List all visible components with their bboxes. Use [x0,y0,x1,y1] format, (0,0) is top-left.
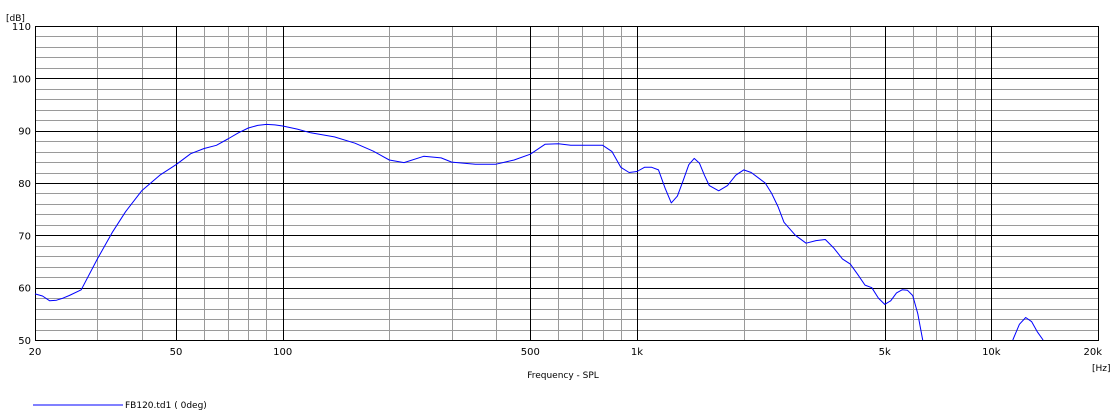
y-tick-label: 80 [18,179,31,190]
y-tick-label: 90 [18,127,31,138]
y-tick-label: 50 [18,336,31,347]
legend-entry-label: FB120.td1 ( 0deg) [125,401,207,411]
y-unit-label: [dB] [6,14,25,24]
x-axis-label: Frequency - SPL [527,371,599,381]
series-line-0 [34,123,924,341]
x-unit-label: [Hz] [1092,364,1110,374]
x-tick-label: 1k [631,347,643,358]
series-line-1 [1012,317,1044,341]
plot-frame [35,26,1099,341]
series-layer [34,123,1044,341]
y-tick-label: 110 [12,22,31,33]
x-tick-label: 20k [1083,347,1102,358]
x-tick-label: 5k [879,347,891,358]
minor-grid [35,26,1099,340]
x-tick-label: 100 [273,347,292,358]
x-tick-labels: 20 50 100 500 1k 5k 10k 20k [29,347,1103,358]
x-tick-label: 10k [982,347,1001,358]
x-tick-label: 500 [521,347,540,358]
x-tick-label: 50 [170,347,183,358]
y-tick-label: 70 [18,231,31,242]
y-tick-label: 60 [18,284,31,295]
legend: FB120.td1 ( 0deg) [33,401,207,411]
y-tick-label: 100 [12,74,31,85]
x-tick-label: 20 [29,347,42,358]
y-tick-labels: 50 60 70 80 90 100 110 [12,22,31,347]
